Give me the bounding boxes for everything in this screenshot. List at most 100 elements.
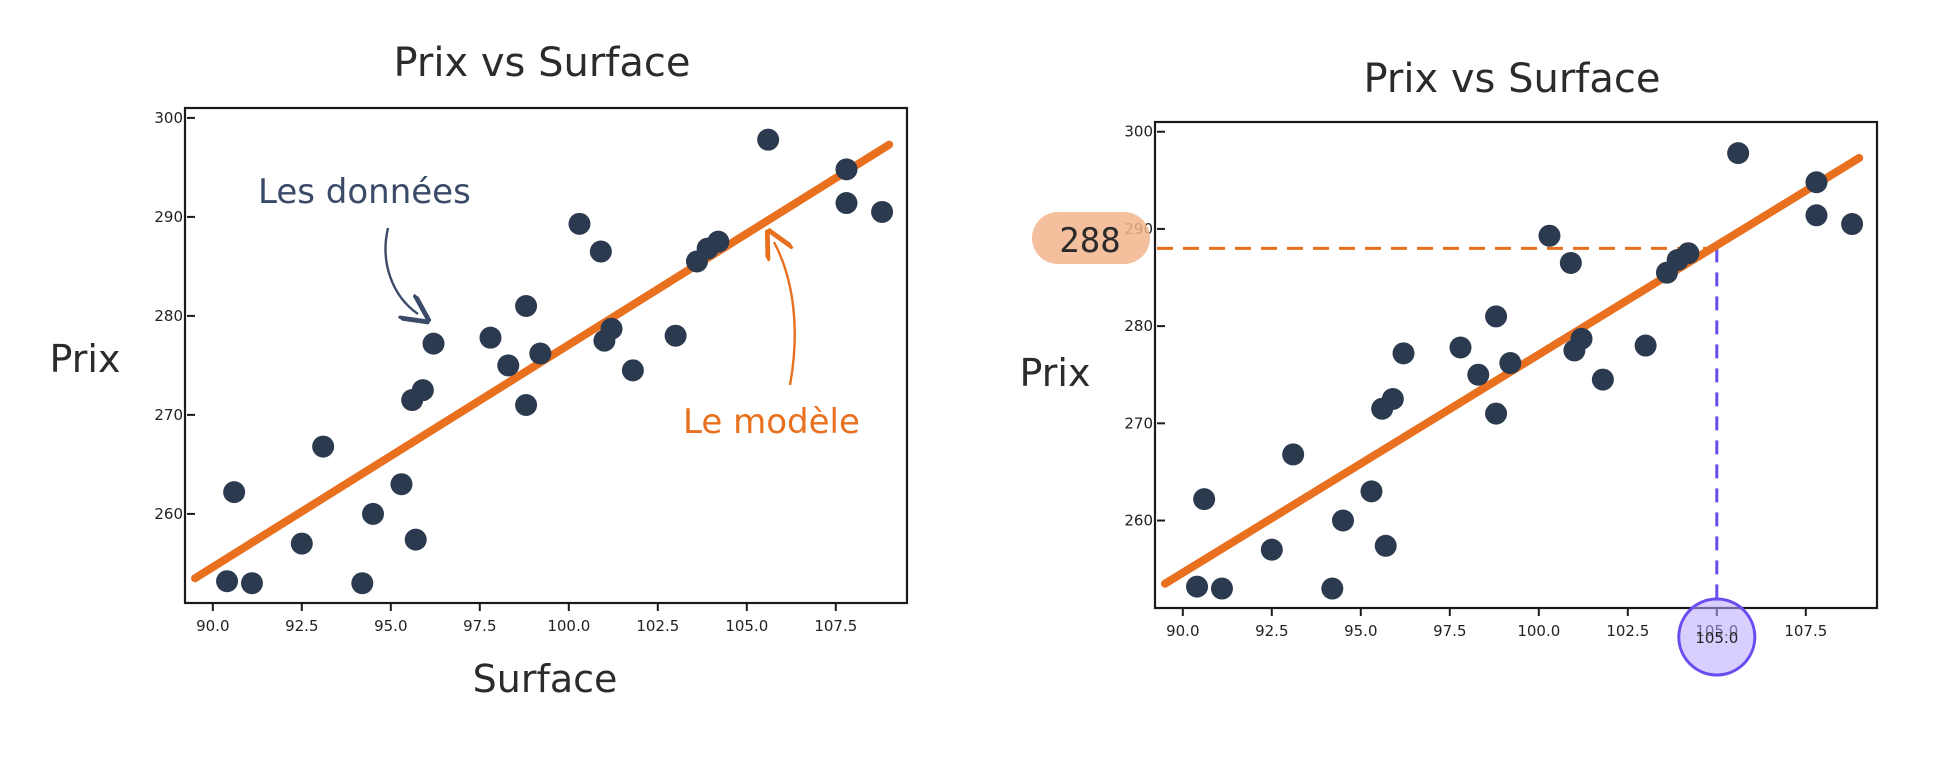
right-data-points bbox=[1186, 142, 1864, 600]
left-y-tick-label: 270 bbox=[154, 406, 183, 424]
right-data-point bbox=[1467, 363, 1490, 386]
right-x-tick-label: 92.5 bbox=[1255, 622, 1288, 640]
left-x-tick-label: 102.5 bbox=[636, 617, 679, 635]
left-data-point bbox=[390, 473, 413, 496]
left-y-ticks: 300 290 280 270 260 bbox=[154, 109, 195, 523]
left-x-tick-label: 107.5 bbox=[814, 617, 857, 635]
right-guide-lines bbox=[1157, 246, 1719, 608]
left-data-point bbox=[568, 212, 591, 235]
left-data-point bbox=[589, 240, 612, 263]
annotation-model-label: Le modèle bbox=[683, 402, 860, 442]
left-data-point bbox=[707, 230, 730, 253]
right-chart-title: Prix vs Surface bbox=[1364, 56, 1661, 102]
right-data-point bbox=[1538, 224, 1561, 247]
left-data-point bbox=[515, 394, 538, 416]
left-data-point bbox=[479, 326, 502, 349]
right-data-point bbox=[1260, 538, 1283, 561]
left-data-point bbox=[290, 532, 313, 555]
right-x-tick-label: 90.0 bbox=[1166, 622, 1199, 640]
left-x-tick-label: 100.0 bbox=[547, 617, 590, 635]
left-scatter-chart: Prix vs Surface Prix Surface 300 290 280 27… bbox=[50, 40, 909, 701]
right-data-point bbox=[1186, 575, 1209, 598]
left-x-tick-label: 90.0 bbox=[196, 617, 229, 635]
left-x-tick-label: 92.5 bbox=[285, 617, 318, 635]
right-data-point bbox=[1570, 327, 1593, 350]
left-data-point bbox=[757, 128, 780, 151]
right-data-point bbox=[1805, 171, 1828, 194]
right-x-tick-label: 95.0 bbox=[1344, 622, 1377, 640]
right-x-tick-label: 102.5 bbox=[1606, 622, 1649, 640]
right-y-axis-label: Prix bbox=[1020, 351, 1091, 395]
right-data-point bbox=[1805, 204, 1828, 227]
right-data-point bbox=[1210, 577, 1233, 600]
right-data-point bbox=[1499, 352, 1522, 375]
left-data-point bbox=[529, 342, 552, 365]
right-x-tick-label: 97.5 bbox=[1433, 622, 1466, 640]
annotation-data-label: Les données bbox=[258, 172, 471, 212]
right-data-point bbox=[1449, 336, 1472, 359]
left-x-ticks: 90.0 92.5 95.0 97.5 100.0 102.5 105.0 107.5 bbox=[196, 603, 857, 635]
right-data-point bbox=[1677, 242, 1700, 265]
x-highlight-value: 105.0 bbox=[1695, 629, 1738, 647]
right-data-point bbox=[1485, 305, 1508, 328]
left-x-axis-label: Surface bbox=[473, 657, 618, 701]
left-data-point bbox=[515, 295, 538, 317]
right-data-point bbox=[1321, 577, 1344, 600]
right-y-tick-label: 270 bbox=[1124, 414, 1153, 432]
left-data-point bbox=[223, 481, 246, 504]
left-x-tick-label: 105.0 bbox=[725, 617, 768, 635]
left-data-point bbox=[664, 324, 687, 347]
left-data-point bbox=[411, 379, 434, 402]
left-data-point bbox=[312, 435, 335, 458]
left-data-point bbox=[621, 359, 644, 382]
left-data-point bbox=[835, 192, 858, 215]
right-y-tick-label: 280 bbox=[1124, 317, 1153, 335]
left-data-point bbox=[422, 332, 445, 355]
left-y-axis-label: Prix bbox=[50, 337, 121, 381]
y-highlight-value: 288 bbox=[1059, 221, 1120, 261]
right-y-tick-label: 260 bbox=[1124, 512, 1153, 530]
right-data-point bbox=[1559, 251, 1582, 274]
right-data-point bbox=[1332, 509, 1354, 532]
left-data-point bbox=[351, 572, 374, 595]
right-plot-frame bbox=[1153, 120, 1879, 610]
model-annotation-arrow bbox=[774, 242, 796, 386]
right-data-point bbox=[1381, 388, 1404, 411]
left-y-tick-label: 260 bbox=[154, 505, 183, 523]
data-annotation-arrow bbox=[384, 227, 418, 314]
left-data-point bbox=[871, 200, 894, 223]
right-data-point bbox=[1841, 213, 1864, 236]
right-data-point bbox=[1727, 142, 1750, 165]
left-data-point bbox=[404, 528, 427, 551]
left-data-point bbox=[362, 502, 384, 525]
left-data-point bbox=[835, 158, 858, 181]
left-data-point bbox=[600, 317, 623, 340]
left-y-tick-label: 300 bbox=[154, 109, 183, 127]
left-y-tick-label: 280 bbox=[154, 307, 183, 325]
left-data-point bbox=[497, 354, 520, 377]
left-x-tick-label: 97.5 bbox=[463, 617, 496, 635]
left-y-tick-label: 290 bbox=[154, 208, 183, 226]
right-x-tick-label: 100.0 bbox=[1517, 622, 1560, 640]
left-chart-title: Prix vs Surface bbox=[394, 40, 691, 86]
right-data-point bbox=[1591, 368, 1614, 391]
right-x-tick-label: 107.5 bbox=[1784, 622, 1827, 640]
right-data-point bbox=[1485, 402, 1508, 425]
right-y-tick-label: 300 bbox=[1124, 123, 1153, 141]
right-data-point bbox=[1634, 334, 1657, 357]
right-data-point bbox=[1193, 488, 1216, 511]
left-data-points bbox=[216, 128, 894, 595]
left-plot-frame bbox=[183, 106, 909, 605]
right-data-point bbox=[1374, 534, 1397, 557]
x-highlight-badge bbox=[1677, 597, 1757, 677]
y-highlight-badge bbox=[1032, 212, 1150, 264]
right-data-point bbox=[1282, 443, 1305, 466]
right-data-point bbox=[1392, 342, 1415, 365]
left-data-point bbox=[216, 570, 239, 593]
left-data-point bbox=[240, 572, 263, 595]
right-data-point bbox=[1360, 480, 1383, 503]
left-x-tick-label: 95.0 bbox=[374, 617, 407, 635]
